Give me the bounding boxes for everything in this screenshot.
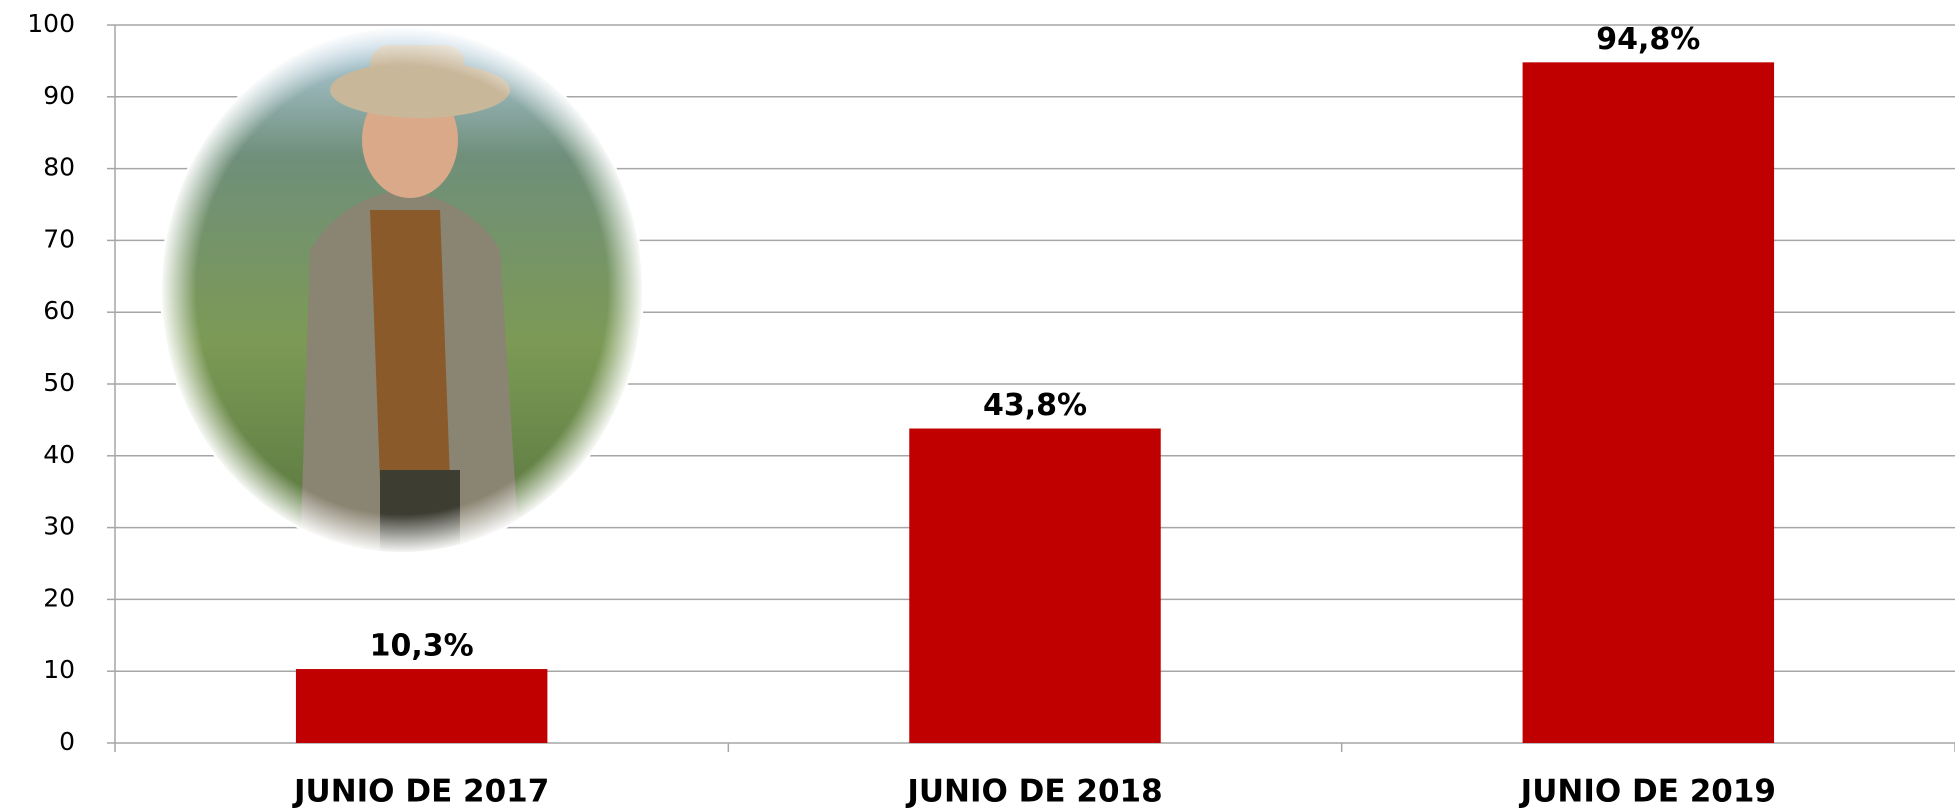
y-tick-label: 10 [43,655,75,684]
bar [909,429,1160,743]
value-label: 43,8% [983,388,1087,423]
x-tick-label: JUNIO DE 2018 [905,774,1162,810]
y-tick-label: 90 [43,81,75,110]
x-tick-label: JUNIO DE 2017 [292,774,549,810]
value-label: 94,8% [1596,22,1700,57]
y-tick-label: 60 [43,296,75,325]
bar [296,669,547,743]
y-tick-label: 20 [43,583,75,612]
value-label: 10,3% [370,629,474,664]
y-tick-label: 100 [27,9,75,38]
photo-frame [160,26,644,554]
y-tick-label: 70 [43,224,75,253]
y-tick-label: 80 [43,153,75,182]
y-tick-label: 0 [59,727,75,756]
bar [1523,62,1774,743]
chart: 0 10 20 30 40 50 60 70 80 90 100 JUNIO DE 2017 10,3%… [0,0,1955,811]
y-tick-label: 40 [43,440,75,469]
y-tick-label: 50 [43,368,75,397]
y-tick-label: 30 [43,512,75,541]
x-tick-label: JUNIO DE 2019 [1519,774,1776,810]
